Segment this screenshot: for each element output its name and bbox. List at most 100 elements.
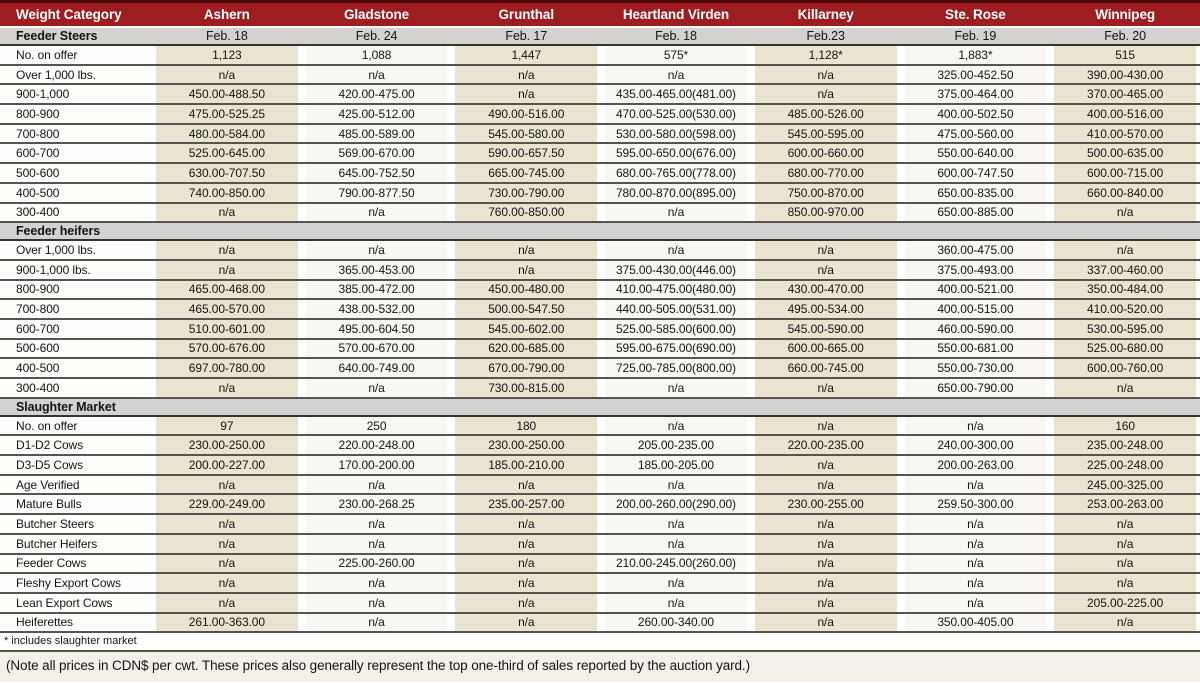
price-cell: 600.00-665.00 [750, 338, 901, 360]
price-cell: 530.00-580.00(598.00) [601, 123, 751, 145]
price-cell: 697.00-780.00 [152, 358, 302, 379]
row-label: 500-600 [0, 163, 152, 184]
price-cell: 645.00-752.50 [301, 163, 452, 184]
price-cell: 400.00-515.00 [900, 299, 1051, 320]
price-cell: 337.00-460.00 [1050, 259, 1200, 281]
table-row-feeder-steers-800-900: 800-900 475.00-525.25 425.00-512.00 490.00-… [0, 104, 1200, 125]
price-cell: 495.00-604.50 [301, 318, 452, 340]
row-label: Over 1,000 lbs. [0, 240, 152, 261]
price-cell: 200.00-263.00 [900, 455, 1051, 476]
price-cell: 230.00-268.25 [301, 494, 452, 516]
price-cell: n/a [1050, 612, 1200, 634]
price-cell: 500.00-547.50 [451, 299, 602, 320]
price-cell: n/a [750, 64, 901, 86]
price-cell: 375.00-430.00(446.00) [601, 259, 751, 281]
price-cell: 500.00-635.00 [1050, 143, 1200, 165]
price-cell: 545.00-595.00 [750, 123, 901, 145]
footnote: * includes slaughter market [0, 633, 1200, 653]
price-cell: n/a [1050, 378, 1200, 399]
price-cell: 600.00-760.00 [1050, 358, 1200, 379]
table-row-feeder-heifers-600-700: 600-700 510.00-601.00 495.00-604.50 545.00-… [0, 318, 1200, 340]
table-row-feeder-heifers-900-1-000-lbs: 900-1,000 lbs. n/a 365.00-453.00 n/a 375.00-… [0, 259, 1200, 281]
price-cell: 640.00-749.00 [301, 358, 452, 379]
sale-date: Feb.23 [750, 26, 901, 46]
price-cell: 250 [301, 415, 452, 437]
column-header-heartland-virden: Heartland Virden [601, 0, 751, 28]
table-row-slaughter-market-heiferettes: Heiferettes 261.00-363.00 n/a n/a 260.00-340… [0, 612, 1200, 634]
price-cell: 525.00-680.00 [1050, 338, 1200, 360]
column-header-gladstone: Gladstone [301, 0, 452, 28]
row-label: Butcher Steers [0, 514, 152, 535]
price-note: (Note all prices in CDN$ per cwt. These … [0, 652, 1200, 683]
section-label: Slaughter Market [0, 396, 152, 417]
price-cell: 220.00-235.00 [750, 435, 901, 457]
price-cell: n/a [601, 592, 751, 614]
price-cell: n/a [750, 514, 901, 535]
price-cell: n/a [301, 202, 452, 224]
table-row-slaughter-market-feeder-cows: Feeder Cows n/a 225.00-260.00 n/a 210.00-245… [0, 553, 1200, 575]
sale-date: Feb. 24 [301, 26, 452, 46]
price-cell: 375.00-493.00 [900, 259, 1051, 281]
price-cell: n/a [451, 553, 602, 575]
price-cell: n/a [301, 64, 452, 86]
price-cell: 515 [1050, 45, 1200, 66]
row-label: D1-D2 Cows [0, 435, 152, 457]
price-cell: n/a [601, 573, 751, 594]
price-cell: 180 [451, 415, 602, 437]
price-cell: n/a [900, 514, 1051, 535]
price-cell: 600.00-747.50 [900, 163, 1051, 184]
price-cell: 680.00-765.00(778.00) [601, 163, 751, 184]
table-row-slaughter-market-mature-bulls: Mature Bulls 229.00-249.00 230.00-268.25 23… [0, 494, 1200, 516]
price-cell: 600.00-715.00 [1050, 163, 1200, 184]
column-header-winnipeg: Winnipeg [1050, 0, 1200, 28]
price-cell: 425.00-512.00 [301, 104, 452, 125]
sale-date: Feb. 17 [451, 26, 602, 46]
table-row-feeder-heifers-800-900: 800-900 465.00-468.00 385.00-472.00 450.00-… [0, 279, 1200, 301]
price-cell: n/a [1050, 553, 1200, 575]
price-cell: 385.00-472.00 [301, 279, 452, 301]
row-label: 900-1,000 [0, 84, 152, 106]
price-cell: n/a [451, 64, 602, 86]
price-cell: 235.00-257.00 [451, 494, 602, 516]
section-spacer [152, 396, 1200, 417]
cattle-price-table: Weight Category Ashern Gladstone Gruntha… [0, 0, 1200, 634]
price-cell: 229.00-249.00 [152, 494, 302, 516]
price-cell: n/a [1050, 514, 1200, 535]
price-cell: n/a [900, 533, 1051, 555]
price-cell: n/a [750, 474, 901, 496]
price-cell: 245.00-325.00 [1050, 474, 1200, 496]
row-label: 300-400 [0, 202, 152, 224]
table-row-feeder-steers-400-500: 400-500 740.00-850.00 790.00-877.50 730.00-… [0, 182, 1200, 204]
price-cell: 1,447 [451, 45, 602, 66]
price-cell: 350.00-405.00 [900, 612, 1051, 634]
price-cell: n/a [301, 533, 452, 555]
price-cell: 760.00-850.00 [451, 202, 602, 224]
price-cell: 253.00-263.00 [1050, 494, 1200, 516]
price-cell: 620.00-685.00 [451, 338, 602, 360]
table-row-slaughter-market-no-on-offer: No. on offer 97 250 180 n/a n/a n/a 160 [0, 415, 1200, 437]
price-cell: 438.00-532.00 [301, 299, 452, 320]
price-cell: n/a [750, 84, 901, 106]
price-cell: n/a [451, 533, 602, 555]
row-label: 500-600 [0, 338, 152, 360]
price-cell: 160 [1050, 415, 1200, 437]
price-cell: n/a [301, 573, 452, 594]
price-cell: n/a [152, 514, 302, 535]
price-cell: n/a [750, 240, 901, 261]
price-cell: 205.00-225.00 [1050, 592, 1200, 614]
price-cell: 185.00-210.00 [451, 455, 602, 476]
row-label: Heiferettes [0, 612, 152, 634]
price-cell: 595.00-675.00(690.00) [601, 338, 751, 360]
table-row-feeder-steers-300-400: 300-400 n/a n/a 760.00-850.00 n/a 850.00-970.… [0, 202, 1200, 224]
section-spacer [152, 221, 1200, 242]
table-row-feeder-heifers-300-400: 300-400 n/a n/a 730.00-815.00 n/a n/a 650.00-7… [0, 378, 1200, 399]
price-cell: 590.00-657.50 [451, 143, 602, 165]
price-cell: 400.00-502.50 [900, 104, 1051, 125]
price-cell: n/a [900, 573, 1051, 594]
table-row-slaughter-market-fleshy-export-cows: Fleshy Export Cows n/a n/a n/a n/a n/a n/a n/a [0, 573, 1200, 594]
price-cell: 235.00-248.00 [1050, 435, 1200, 457]
section-label: Feeder Steers [0, 26, 152, 46]
price-cell: 350.00-484.00 [1050, 279, 1200, 301]
price-cell: 365.00-453.00 [301, 259, 452, 281]
price-cell: n/a [601, 474, 751, 496]
